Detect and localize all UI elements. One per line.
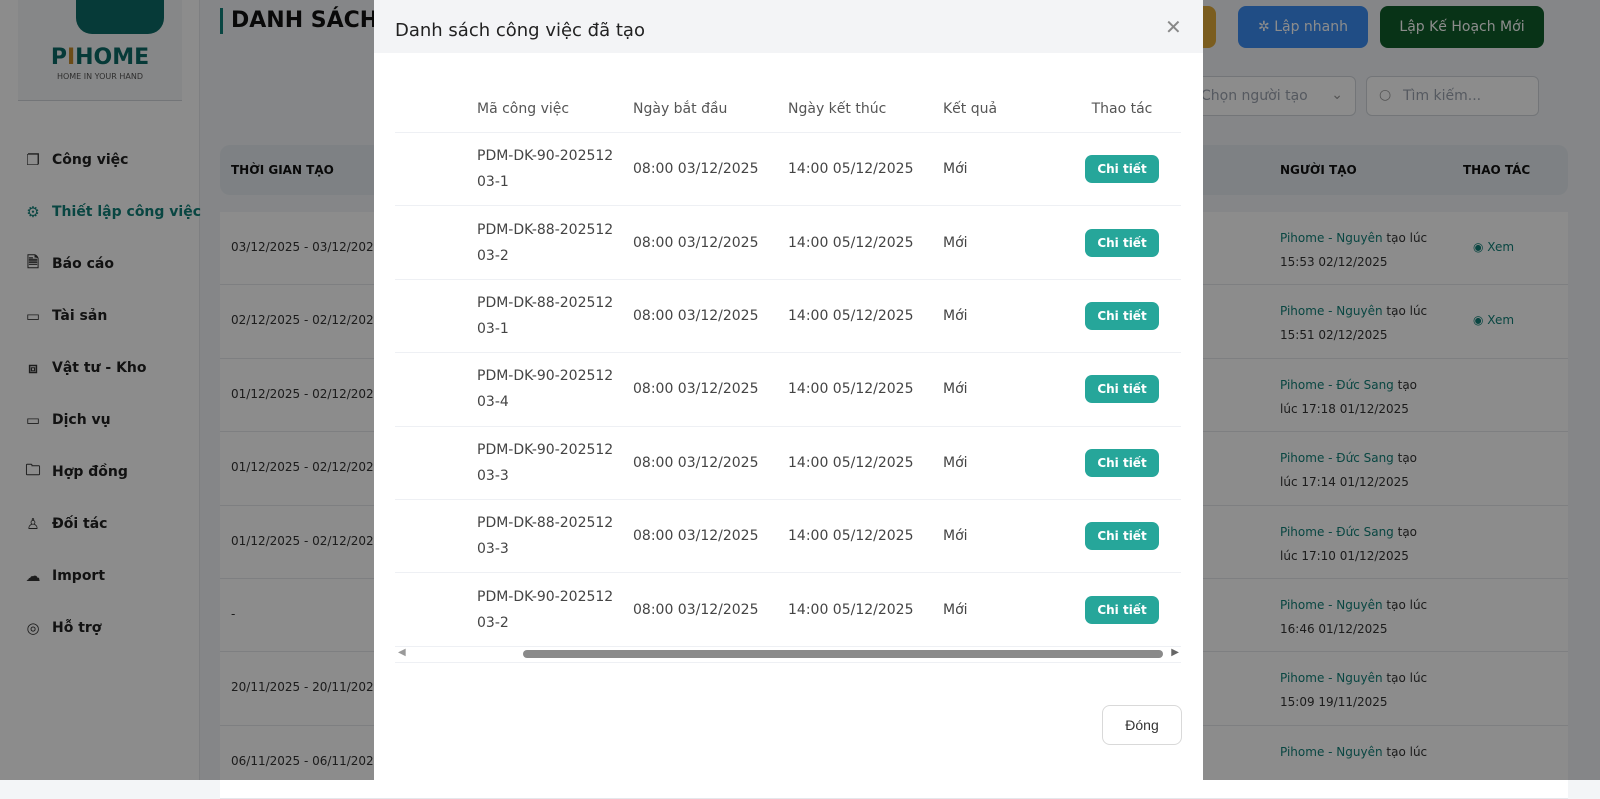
task-code: PDM-DK-88-20251203-1	[477, 294, 614, 337]
cloud-upload-icon: ☁	[25, 567, 41, 585]
column-header: Mã công việc	[477, 100, 570, 117]
scrollbar-thumb[interactable]	[523, 650, 1163, 658]
search-input[interactable]: ○ Tìm kiếm...	[1366, 76, 1539, 116]
sidebar-item[interactable]: ♙ Đối tác	[24, 498, 201, 550]
sidebar-item[interactable]: ▭ Dịch vụ	[25, 411, 111, 429]
task-code: PDM-DK-90-20251203-2	[477, 588, 614, 631]
sidebar-menu: ❐ Công việc ⚙ Thiết lập công việc 🗎 Báo cáo ▭ T…	[24, 134, 201, 654]
creator-cell: Pihome - Đức Sang tạo lúc 17:18 01/12/20…	[1280, 377, 1418, 416]
creator-cell: Pihome - Nguyên tạo lúc 15:09 19/11/2025	[1280, 671, 1428, 710]
briefcase-icon: ▭	[25, 411, 41, 429]
scroll-right-icon[interactable]: ▶	[1171, 647, 1179, 658]
tasks-table-header: Mã công việc Ngày bắt đầu Ngày kết thúc Kết…	[395, 85, 1181, 133]
created-tasks-modal: Danh sách công việc đã tạo ✕ Mã công việ…	[374, 0, 1203, 790]
modal-title: Danh sách công việc đã tạo	[395, 20, 645, 41]
quick-create-button[interactable]: ✲ Lập nhanh	[1238, 6, 1368, 48]
column-header: Ngày kết thúc	[788, 100, 887, 117]
table-row: PDM-DK-90-20251203-1 08:00 03/12/2025 14:0…	[395, 133, 1181, 207]
briefcase-icon: ▭	[25, 307, 41, 325]
new-plan-button[interactable]: Lập Kế Hoạch Mới	[1380, 6, 1544, 48]
lifebuoy-icon: ◎	[26, 619, 40, 637]
search-icon: ○	[1379, 87, 1392, 103]
sidebar-item[interactable]: ⧈ Vật tư - Kho	[24, 342, 201, 394]
creator-cell: Pihome - Nguyên tạo lúc	[1280, 744, 1428, 759]
logo-mark	[76, 0, 164, 34]
table-row: PDM-DK-90-20251203-2 08:00 03/12/2025 14:0…	[395, 573, 1181, 647]
creator-cell: Pihome - Nguyên tạo lúc 15:53 02/12/2025	[1280, 231, 1428, 269]
view-link[interactable]: ◉ Xem	[1473, 240, 1515, 254]
creator-cell: Pihome - Đức Sang tạo lúc 17:14 01/12/20…	[1280, 451, 1418, 490]
detail-button[interactable]: Chi tiết	[1085, 448, 1159, 477]
table-row: PDM-DK-90-20251203-4 08:00 03/12/2025 14:0…	[395, 353, 1181, 427]
detail-button[interactable]: Chi tiết	[1085, 522, 1159, 551]
column-header: Thao tác	[1091, 100, 1153, 117]
detail-button[interactable]: Chi tiết	[1085, 228, 1159, 257]
table-row: PDM-DK-88-20251203-3 08:00 03/12/2025 14:0…	[395, 500, 1181, 574]
chevron-down-icon: ⌄	[1331, 87, 1343, 103]
logo-tagline: HOME IN YOUR HAND	[56, 72, 144, 81]
column-header: Ngày bắt đầu	[633, 100, 728, 117]
close-button[interactable]: Đóng	[1102, 705, 1182, 745]
scroll-left-icon[interactable]: ◀	[398, 647, 406, 658]
page-title: DANH SÁCH	[220, 8, 378, 34]
sidebar-item[interactable]: ⚙ Thiết lập công việc	[24, 186, 201, 238]
package-icon: ⧈	[28, 359, 38, 377]
logo-brand: PIHOME	[50, 45, 150, 70]
detail-button[interactable]: Chi tiết	[1085, 375, 1159, 404]
task-code: PDM-DK-90-20251203-3	[477, 441, 614, 484]
table-row: PDM-DK-90-20251203-3 08:00 03/12/2025 14:0…	[395, 427, 1181, 500]
sparkle-icon: ✲	[1258, 19, 1275, 35]
task-code: PDM-DK-88-20251203-3	[477, 515, 614, 558]
logo[interactable]: PIHOME HOME IN YOUR HAND	[18, 0, 182, 101]
sidebar-item[interactable]: ☁ Import	[25, 567, 106, 585]
creator-select[interactable]: Chọn người tạo ⌄	[1180, 76, 1356, 116]
task-code: PDM-DK-88-20251203-2	[477, 221, 614, 264]
user-icon: ♙	[26, 515, 40, 533]
modal-header: Danh sách công việc đã tạo ✕	[374, 0, 1203, 53]
horizontal-scrollbar[interactable]: ◀ ▶	[395, 646, 1181, 663]
detail-button[interactable]: Chi tiết	[1085, 595, 1159, 624]
creator-cell: Pihome - Đức Sang tạo lúc 17:10 01/12/20…	[1280, 524, 1418, 563]
creator-cell: Pihome - Nguyên tạo lúc 15:51 02/12/2025	[1280, 304, 1428, 343]
sidebar-item[interactable]: ▭ Tài sản	[25, 307, 108, 325]
tasks-table: Mã công việc Ngày bắt đầu Ngày kết thúc Kết…	[395, 85, 1181, 647]
sidebar: PIHOME HOME IN YOUR HAND ❐ Công việc ⚙ Thiế…	[0, 0, 201, 780]
document-copy-icon: ❐	[26, 151, 40, 169]
sidebar-item[interactable]: ❐ Công việc	[24, 134, 201, 186]
gear-icon: ⚙	[26, 203, 40, 221]
column-header: Kết quả	[943, 100, 998, 117]
sidebar-item[interactable]: ◎ Hỗ trợ	[24, 602, 201, 654]
task-code: PDM-DK-90-20251203-4	[477, 368, 614, 411]
sidebar-item[interactable]: 🗎 Báo cáo	[24, 238, 201, 290]
detail-button[interactable]: Chi tiết	[1085, 301, 1159, 330]
task-code: PDM-DK-90-20251203-1	[477, 148, 614, 191]
folder-icon: 🗀	[25, 460, 41, 479]
table-row: PDM-DK-88-20251203-2 08:00 03/12/2025 14:0…	[395, 206, 1181, 280]
creator-cell: Pihome - Nguyên tạo lúc 16:46 01/12/2025	[1280, 597, 1428, 636]
close-icon[interactable]: ✕	[1165, 15, 1182, 39]
file-text-icon: 🗎	[26, 252, 40, 271]
table-row: PDM-DK-88-20251203-1 08:00 03/12/2025 14:0…	[395, 280, 1181, 354]
detail-button[interactable]: Chi tiết	[1085, 155, 1159, 184]
eye-icon: ◉	[1473, 313, 1488, 328]
view-link[interactable]: ◉ Xem	[1473, 313, 1515, 328]
sidebar-item[interactable]: 🗀 Hợp đồng	[25, 460, 128, 481]
eye-icon: ◉	[1473, 240, 1488, 254]
